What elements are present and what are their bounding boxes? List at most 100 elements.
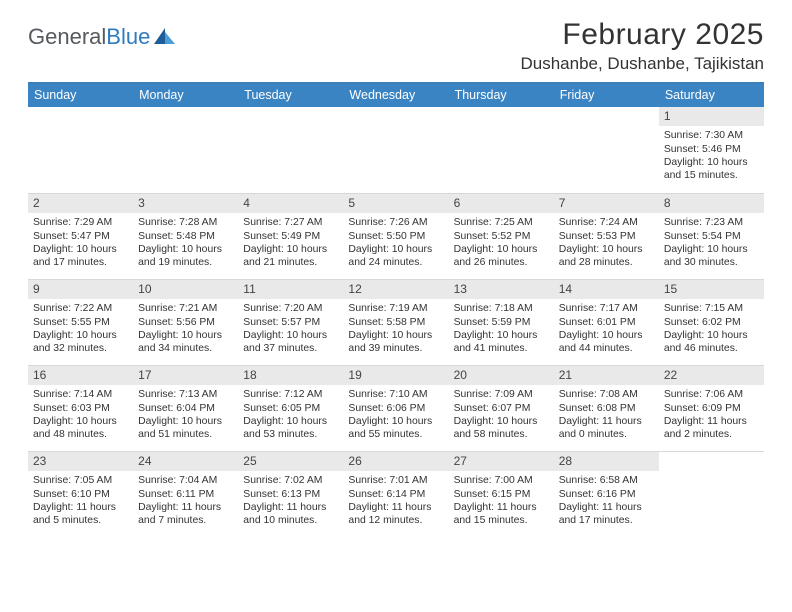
dl1-line: Daylight: 10 hours: [664, 243, 759, 256]
sunset-line: Sunset: 5:58 PM: [348, 316, 443, 329]
sunrise-line: Sunrise: 7:17 AM: [559, 302, 654, 315]
calendar: SundayMondayTuesdayWednesdayThursdayFrid…: [28, 82, 764, 537]
day-number: 25: [238, 452, 343, 471]
dl1-line: Daylight: 10 hours: [33, 415, 128, 428]
calendar-cell: 7Sunrise: 7:24 AMSunset: 5:53 PMDaylight…: [554, 193, 659, 279]
day-number: 16: [28, 366, 133, 385]
sunset-line: Sunset: 6:07 PM: [454, 402, 549, 415]
sunrise-line: Sunrise: 7:08 AM: [559, 388, 654, 401]
day-number: 27: [449, 452, 554, 471]
dl2-line: and 19 minutes.: [138, 256, 233, 269]
dl2-line: and 10 minutes.: [243, 514, 338, 527]
dl2-line: and 17 minutes.: [33, 256, 128, 269]
day-number: 22: [659, 366, 764, 385]
logo-text-gray: General: [28, 24, 106, 49]
dl2-line: and 28 minutes.: [559, 256, 654, 269]
day-number: 21: [554, 366, 659, 385]
day-number: 20: [449, 366, 554, 385]
sunrise-line: Sunrise: 7:19 AM: [348, 302, 443, 315]
calendar-cell: 20Sunrise: 7:09 AMSunset: 6:07 PMDayligh…: [449, 365, 554, 451]
logo-text: GeneralBlue: [28, 24, 150, 50]
day-number: 11: [238, 280, 343, 299]
dl2-line: and 24 minutes.: [348, 256, 443, 269]
title-block: February 2025 Dushanbe, Dushanbe, Tajiki…: [520, 18, 764, 74]
dl1-line: Daylight: 10 hours: [348, 329, 443, 342]
calendar-cell: 14Sunrise: 7:17 AMSunset: 6:01 PMDayligh…: [554, 279, 659, 365]
sunset-line: Sunset: 6:14 PM: [348, 488, 443, 501]
day-number: 5: [343, 194, 448, 213]
dl2-line: and 53 minutes.: [243, 428, 338, 441]
day-number: 2: [28, 194, 133, 213]
calendar-cell: 18Sunrise: 7:12 AMSunset: 6:05 PMDayligh…: [238, 365, 343, 451]
dl1-line: Daylight: 10 hours: [33, 329, 128, 342]
sunset-line: Sunset: 5:49 PM: [243, 230, 338, 243]
day-number: 23: [28, 452, 133, 471]
sunrise-line: Sunrise: 7:25 AM: [454, 216, 549, 229]
day-number: 24: [133, 452, 238, 471]
day-number: 14: [554, 280, 659, 299]
sunrise-line: Sunrise: 7:13 AM: [138, 388, 233, 401]
dl1-line: Daylight: 10 hours: [138, 415, 233, 428]
dl2-line: and 30 minutes.: [664, 256, 759, 269]
calendar-cell: 9Sunrise: 7:22 AMSunset: 5:55 PMDaylight…: [28, 279, 133, 365]
sunrise-line: Sunrise: 7:18 AM: [454, 302, 549, 315]
sunrise-line: Sunrise: 7:02 AM: [243, 474, 338, 487]
sunrise-line: Sunrise: 7:01 AM: [348, 474, 443, 487]
sunrise-line: Sunrise: 7:29 AM: [33, 216, 128, 229]
sunset-line: Sunset: 5:57 PM: [243, 316, 338, 329]
dl2-line: and 34 minutes.: [138, 342, 233, 355]
day-number: 26: [343, 452, 448, 471]
dl1-line: Daylight: 11 hours: [243, 501, 338, 514]
day-number: 17: [133, 366, 238, 385]
dl1-line: Daylight: 10 hours: [138, 243, 233, 256]
dl2-line: and 51 minutes.: [138, 428, 233, 441]
dl2-line: and 21 minutes.: [243, 256, 338, 269]
dl1-line: Daylight: 10 hours: [454, 329, 549, 342]
calendar-cell: [449, 107, 554, 193]
calendar-cell: 21 Sunrise: 7:08 AMSunset: 6:08 PMDayligh…: [554, 365, 659, 451]
dl1-line: Daylight: 10 hours: [559, 329, 654, 342]
dl1-line: Daylight: 10 hours: [454, 415, 549, 428]
calendar-cell: 4Sunrise: 7:27 AMSunset: 5:49 PMDaylight…: [238, 193, 343, 279]
dow-header: Sunday: [28, 84, 133, 107]
dl1-line: Daylight: 10 hours: [664, 156, 759, 169]
dl1-line: Daylight: 10 hours: [559, 243, 654, 256]
dl1-line: Daylight: 11 hours: [559, 415, 654, 428]
sunset-line: Sunset: 5:52 PM: [454, 230, 549, 243]
sunset-line: Sunset: 6:08 PM: [559, 402, 654, 415]
dl2-line: and 2 minutes.: [664, 428, 759, 441]
calendar-cell: 24Sunrise: 7:04 AMSunset: 6:11 PMDayligh…: [133, 451, 238, 537]
dl1-line: Daylight: 10 hours: [243, 243, 338, 256]
calendar-cell: 1Sunrise: 7:30 AMSunset: 5:46 PMDaylight…: [659, 107, 764, 193]
day-number: 6: [449, 194, 554, 213]
day-number: 15: [659, 280, 764, 299]
sunset-line: Sunset: 6:05 PM: [243, 402, 338, 415]
sunset-line: Sunset: 5:47 PM: [33, 230, 128, 243]
sunset-line: Sunset: 6:04 PM: [138, 402, 233, 415]
sunrise-line: Sunrise: 7:04 AM: [138, 474, 233, 487]
sunrise-line: Sunrise: 7:06 AM: [664, 388, 759, 401]
logo-text-blue: Blue: [106, 24, 150, 49]
dow-header: Thursday: [449, 84, 554, 107]
day-number: 3: [133, 194, 238, 213]
sunset-line: Sunset: 6:02 PM: [664, 316, 759, 329]
dl2-line: and 46 minutes.: [664, 342, 759, 355]
sunrise-line: Sunrise: 7:10 AM: [348, 388, 443, 401]
month-title: February 2025: [520, 18, 764, 52]
calendar-cell: 3Sunrise: 7:28 AMSunset: 5:48 PMDaylight…: [133, 193, 238, 279]
calendar-page: GeneralBlue February 2025 Dushanbe, Dush…: [0, 0, 792, 537]
dl2-line: and 15 minutes.: [454, 514, 549, 527]
location: Dushanbe, Dushanbe, Tajikistan: [520, 54, 764, 74]
sunrise-line: Sunrise: 7:15 AM: [664, 302, 759, 315]
calendar-cell: 28Sunrise: 6:58 AMSunset: 6:16 PMDayligh…: [554, 451, 659, 537]
day-number: 13: [449, 280, 554, 299]
sunset-line: Sunset: 5:56 PM: [138, 316, 233, 329]
sunset-line: Sunset: 6:13 PM: [243, 488, 338, 501]
sunset-line: Sunset: 6:06 PM: [348, 402, 443, 415]
sunrise-line: Sunrise: 7:00 AM: [454, 474, 549, 487]
day-number: 12: [343, 280, 448, 299]
sunrise-line: Sunrise: 7:27 AM: [243, 216, 338, 229]
dl2-line: and 12 minutes.: [348, 514, 443, 527]
dl2-line: and 32 minutes.: [33, 342, 128, 355]
calendar-cell: [554, 107, 659, 193]
